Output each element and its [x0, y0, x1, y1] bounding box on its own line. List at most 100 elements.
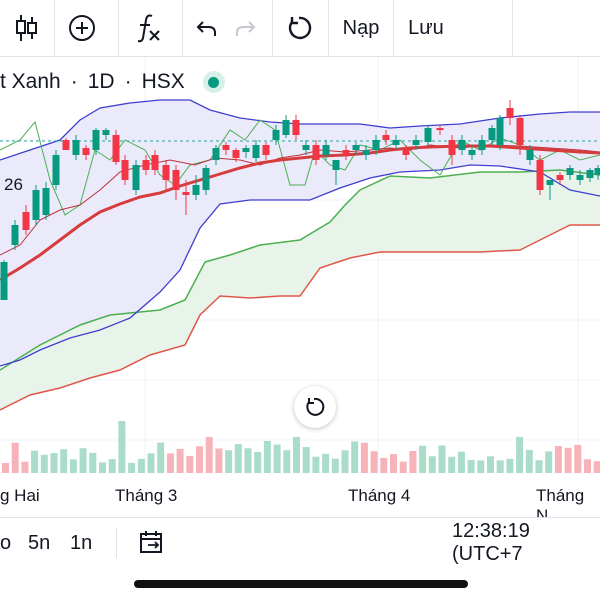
- bollinger-upper: [0, 99, 600, 161]
- go-to-date-button[interactable]: [138, 518, 166, 568]
- add-indicator-button[interactable]: [56, 0, 108, 56]
- volume-bar: [60, 449, 68, 473]
- volume-bar: [351, 441, 359, 473]
- redo-icon: [236, 21, 256, 36]
- reset-chart-button[interactable]: [294, 386, 336, 428]
- symbol-sep-2: ·: [124, 70, 132, 93]
- volume-bar: [263, 441, 271, 473]
- indicators-button[interactable]: [120, 0, 176, 56]
- candle: [292, 120, 300, 135]
- symbol-sep: ·: [70, 70, 78, 93]
- clock-display[interactable]: 12:38:19 (UTC+7: [452, 520, 530, 565]
- bollinger-lower: [0, 164, 600, 367]
- volume-bar: [40, 454, 48, 473]
- calendar-goto-icon: [140, 531, 162, 553]
- volume-bar: [390, 454, 397, 473]
- volume-bar: [487, 456, 494, 473]
- time-label-3: Tháng 4: [348, 486, 411, 505]
- candle: [546, 180, 554, 185]
- candle: [436, 128, 444, 130]
- volume-bar: [341, 450, 349, 473]
- volume-bar: [360, 442, 368, 473]
- cloud-line-red: [0, 224, 600, 411]
- candle: [0, 262, 8, 300]
- candle: [372, 140, 380, 150]
- price-chart[interactable]: t Xanh · 1D · HSX 26: [0, 57, 600, 517]
- candle: [412, 140, 420, 145]
- candle: [172, 170, 180, 190]
- volume-bar: [147, 453, 155, 473]
- volume-bar: [593, 461, 600, 473]
- load-layout-button[interactable]: Nạp: [342, 16, 380, 39]
- range-button-1n[interactable]: 1n: [70, 531, 93, 554]
- candle: [362, 150, 370, 155]
- volume-bar: [283, 450, 291, 473]
- volume-series: [2, 421, 600, 473]
- candle: [121, 160, 129, 180]
- candle: [566, 168, 574, 175]
- candle: [212, 148, 220, 160]
- volume-bar: [477, 460, 485, 473]
- price-label: 26: [4, 175, 23, 194]
- chart-type-button[interactable]: [0, 0, 52, 56]
- volume-bar: [331, 458, 339, 473]
- time-label-1: g Hai: [0, 486, 40, 505]
- undo-button[interactable]: [186, 0, 226, 56]
- candle: [162, 165, 170, 180]
- candle: [82, 148, 90, 155]
- symbol-header[interactable]: t Xanh · 1D · HSX: [0, 66, 225, 98]
- undo-icon: [196, 21, 216, 36]
- candle: [92, 130, 100, 150]
- candle: [222, 145, 230, 150]
- candle: [576, 175, 584, 180]
- volume-bar: [457, 451, 465, 473]
- save-layout-button[interactable]: Lưu: [408, 16, 444, 39]
- candle: [32, 190, 40, 220]
- candlestick-series: [0, 100, 600, 300]
- bottom-toolbar: o 5n 1n 12:38:19 (UTC+7: [0, 517, 600, 568]
- range-button-1[interactable]: o: [0, 531, 12, 554]
- volume-bar: [448, 456, 456, 473]
- redo-button[interactable]: [226, 0, 266, 56]
- candle: [252, 145, 260, 158]
- candle: [232, 150, 240, 158]
- volume-bar: [2, 463, 9, 473]
- candlestick-icon: [16, 15, 37, 41]
- volume-bar: [496, 460, 504, 473]
- volume-bar: [302, 447, 310, 473]
- volume-bar: [273, 444, 281, 473]
- candle: [322, 145, 330, 155]
- candle: [382, 135, 390, 140]
- volume-bar: [215, 448, 223, 473]
- volume-bar: [438, 445, 446, 473]
- candle: [112, 135, 120, 162]
- cloud-line-green: [0, 169, 600, 371]
- candle: [272, 130, 280, 140]
- candle: [151, 155, 159, 170]
- refresh-button[interactable]: [274, 0, 326, 56]
- divider: [116, 528, 117, 558]
- top-toolbar: Nạp Lưu: [0, 0, 600, 57]
- volume-bar: [99, 462, 106, 473]
- volume-bar: [554, 445, 562, 473]
- candle: [506, 108, 514, 118]
- volume-bar: [196, 446, 203, 473]
- candle: [192, 185, 200, 195]
- range-button-5n[interactable]: 5n: [28, 531, 51, 554]
- volume-bar: [186, 455, 194, 473]
- volume-bar: [157, 442, 165, 473]
- candle: [352, 145, 360, 150]
- candle: [342, 150, 350, 155]
- candle: [332, 160, 340, 170]
- candle: [282, 120, 290, 135]
- volume-bar: [535, 460, 543, 473]
- time-label-2: Tháng 3: [115, 486, 178, 505]
- candle: [72, 140, 80, 155]
- volume-bar: [322, 453, 330, 473]
- volume-bar: [254, 451, 262, 473]
- symbol-exchange: HSX: [141, 70, 185, 93]
- candle: [402, 150, 410, 155]
- volume-bar: [564, 447, 572, 473]
- volume-bar: [21, 461, 29, 473]
- volume-bar: [205, 437, 213, 473]
